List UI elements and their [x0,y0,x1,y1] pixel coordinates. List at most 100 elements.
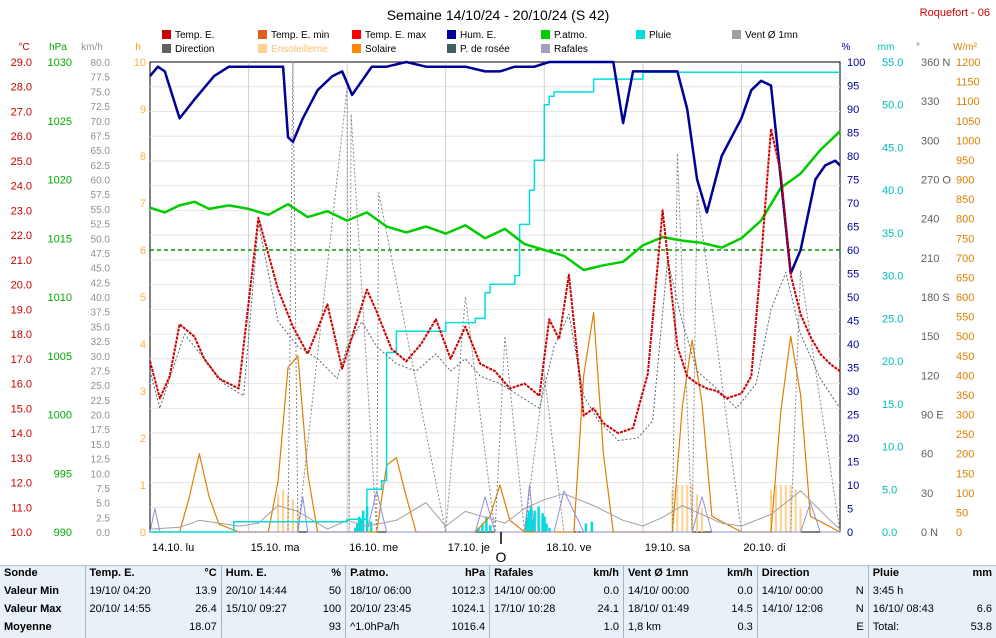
tick-label-pressure: 995 [54,468,72,480]
series-line-pluie [150,71,840,533]
tick-label-wind: 40.0 [91,293,111,304]
dir-avg: E [856,621,864,633]
tick-label-wind: 17.5 [91,425,111,436]
legend-swatch [636,30,645,39]
col-press-unit: hPa [464,567,486,579]
tick-label-wind: 75.0 [91,87,111,98]
tick-label-pressure: 1000 [48,410,72,422]
rain-bar [584,523,588,532]
legend-label: Direction [175,44,214,55]
legend-label: Solaire [365,44,397,55]
col-rain-header: Pluie [867,566,958,584]
statistics-table: Sonde Temp. E. °C Hum. E.% P.atmo. hPa Raf… [0,566,996,638]
tick-label-temp: 26.0 [11,131,32,143]
unit-label-direction: ° [916,42,920,53]
temp-min: 13.9 [195,585,217,597]
tick-label-wind: 12.5 [91,455,111,466]
tick-label-humidity: 100 [847,57,865,69]
tick-label-wind: 72.5 [91,102,111,113]
tick-label-solar: 750 [956,233,974,245]
dir-min-time: 14/10/ 00:00 [756,584,848,602]
tick-label-solar: 800 [956,214,974,226]
tick-label-wind: 20.0 [91,411,111,422]
sunshine-bar [681,485,684,532]
legend-swatch [352,44,361,53]
tick-label-wind: 67.5 [91,131,111,142]
rain-bar [531,519,534,532]
unit-label-pressure: hPa [49,42,67,53]
tick-label-solar: 150 [956,468,974,480]
gust-min-time: 14/10/ 00:00 [489,584,580,602]
x-tick-label: 19.10. sa [645,542,691,554]
rain-total: 53.8 [970,621,992,633]
tick-label-wind: 27.5 [91,366,111,377]
tick-label-pressure: 1015 [48,233,72,245]
dir-max-time: 14/10/ 12:06 [756,602,848,620]
series-line-p-atmo [149,130,841,272]
tick-label-humidity: 70 [847,198,859,210]
rain-bar [529,506,532,532]
rain-bar [369,521,373,532]
press-max-time: 20/10/ 23:45 [345,602,436,620]
legend-swatch [352,30,361,39]
legend-label: Temp. E. max [365,30,426,41]
tick-label-wind: 70.0 [91,117,111,128]
unit-label-temp: °C [18,42,29,53]
tick-label-temp: 24.0 [11,181,32,193]
press-min: 1012.3 [451,585,486,597]
tick-label-humidity: 80 [847,151,859,163]
unit-label-sunshine: h [135,42,141,53]
tick-label-rain: 35.0 [882,228,903,240]
tick-label-direction: 150 [921,331,939,343]
tick-label-humidity: 0 [847,527,853,539]
sunshine-bar [296,508,299,532]
tick-label-wind: 5.0 [96,499,110,510]
rain-duration: 3:45 h [867,584,958,602]
temp-avg-label [84,620,175,638]
tick-label-wind: 0.0 [96,528,110,539]
tick-label-humidity: 45 [847,316,859,328]
axis-units: °C hPa km/h h% mm ° W/m² [18,42,977,53]
col-gust-unit: km/h [593,567,619,579]
rain-min [958,584,996,602]
tick-label-sunshine: 2 [140,433,146,445]
col-rain-unit: mm [972,567,992,579]
tick-label-temp: 25.0 [11,156,32,168]
station-label: Roquefort - 06 [920,7,990,19]
tick-label-temp: 27.0 [11,106,32,118]
dir-avg-label [756,620,848,638]
tick-label-solar: 0 [956,527,962,539]
tick-label-rain: 10.0 [882,442,903,454]
row-label-max: Valeur Max [4,603,62,615]
wind-max-time: 18/10/ 01:49 [622,602,714,620]
rain-max-time: 16/10/ 08:43 [867,602,958,620]
legend-label: Pluie [649,30,672,41]
rain-bar [361,510,365,532]
plot-area [149,61,841,533]
col-dir-header: Direction [756,566,848,584]
sunshine-bar [789,485,792,532]
unit-label-humidity: % [842,42,851,53]
wind-avg: 0.3 [737,621,753,633]
tick-label-solar: 950 [956,155,974,167]
tick-label-wind: 30.0 [91,352,111,363]
tick-label-wind: 32.5 [91,337,111,348]
series-line-temp-e [149,127,841,435]
gust-avg-label [489,620,580,638]
rain-total-label: Total: [867,620,958,638]
legend-swatch [258,44,267,53]
tick-label-direction: 90 E [921,410,944,422]
unit-label-solar: W/m² [953,42,978,53]
tick-label-solar: 450 [956,351,974,363]
tick-label-sunshine: 6 [140,245,146,257]
unit-label-rain: mm [878,42,895,53]
rain-max: 6.6 [976,603,992,615]
rain-bar [356,523,359,532]
gust-avg: 1.0 [603,621,619,633]
tick-label-pressure: 1025 [48,116,72,128]
tick-label-humidity: 85 [847,128,859,140]
temp-avg: 18.07 [189,621,217,633]
chart-title: Semaine 14/10/24 - 20/10/24 (S 42) [387,7,610,23]
sunshine-bar [282,489,285,532]
tick-label-temp: 17.0 [11,354,32,366]
